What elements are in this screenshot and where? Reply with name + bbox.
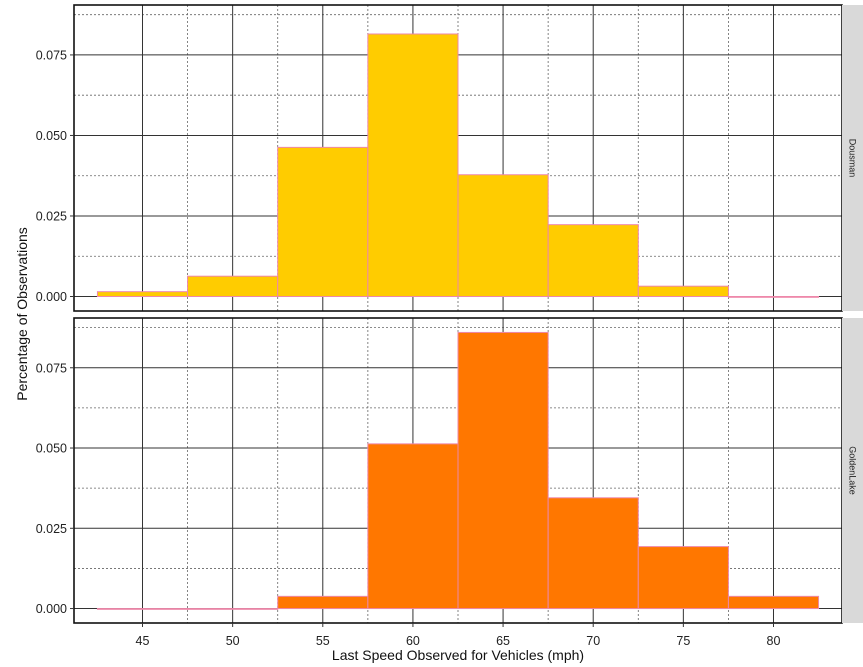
histogram-bar <box>547 497 639 610</box>
histogram-bar <box>277 595 369 610</box>
y-tick-label: 0.050 <box>36 442 67 456</box>
histogram-bar <box>187 608 279 610</box>
y-axis-ticks: 0.000 0.025 0.050 0.075 <box>36 48 74 304</box>
histogram-bar <box>96 291 189 298</box>
x-axis-ticks: 45 50 55 60 65 70 75 80 <box>136 623 781 648</box>
histogram-bar <box>96 608 189 610</box>
histogram-bar <box>367 33 459 298</box>
histogram-bar <box>727 595 820 610</box>
y-axis-ticks: 0.000 0.025 0.050 0.075 <box>36 361 74 616</box>
facet-strip <box>842 5 863 311</box>
histogram-bar <box>367 443 459 610</box>
y-tick-label: 0.025 <box>36 522 67 536</box>
x-tick-label: 65 <box>496 634 510 648</box>
histogram-bar <box>187 275 279 298</box>
x-tick-label: 70 <box>586 634 600 648</box>
histogram-bar <box>547 224 639 298</box>
facet-strip <box>842 318 863 623</box>
x-tick-label: 50 <box>226 634 240 648</box>
x-axis-title: Last Speed Observed for Vehicles (mph) <box>332 647 584 663</box>
y-tick-label: 0.000 <box>36 290 67 304</box>
y-tick-label: 0.000 <box>36 602 67 616</box>
y-tick-label: 0.075 <box>36 48 67 62</box>
histogram-bar <box>637 546 729 610</box>
y-axis-title: Percentage of Observations <box>14 227 30 401</box>
histogram-bars <box>96 33 820 298</box>
x-tick-label: 80 <box>767 634 781 648</box>
x-tick-label: 45 <box>136 634 150 648</box>
facet-strip-label: GoldenLake <box>848 446 858 495</box>
histogram-bar <box>727 296 820 298</box>
histogram-bar <box>457 174 549 298</box>
facet-panel-goldenlake: 0.000 0.025 0.050 0.075 GoldenLake <box>36 317 863 624</box>
histogram-bars <box>96 331 820 610</box>
histogram-bar <box>277 146 369 298</box>
histogram-bar <box>457 331 549 610</box>
y-tick-label: 0.050 <box>36 129 67 143</box>
x-tick-label: 75 <box>676 634 690 648</box>
y-tick-label: 0.075 <box>36 361 67 375</box>
facet-panels: 0.0000.0250.0500.075Dousman0.0000.0250.0… <box>36 4 863 624</box>
histogram-bar <box>637 285 729 298</box>
x-tick-label: 60 <box>406 634 420 648</box>
facet-strip-label: Dousman <box>848 139 858 178</box>
facet-panel-dousman: 0.000 0.025 0.050 0.075 Dousman <box>36 4 863 312</box>
x-tick-label: 55 <box>316 634 330 648</box>
y-tick-label: 0.025 <box>36 209 67 223</box>
